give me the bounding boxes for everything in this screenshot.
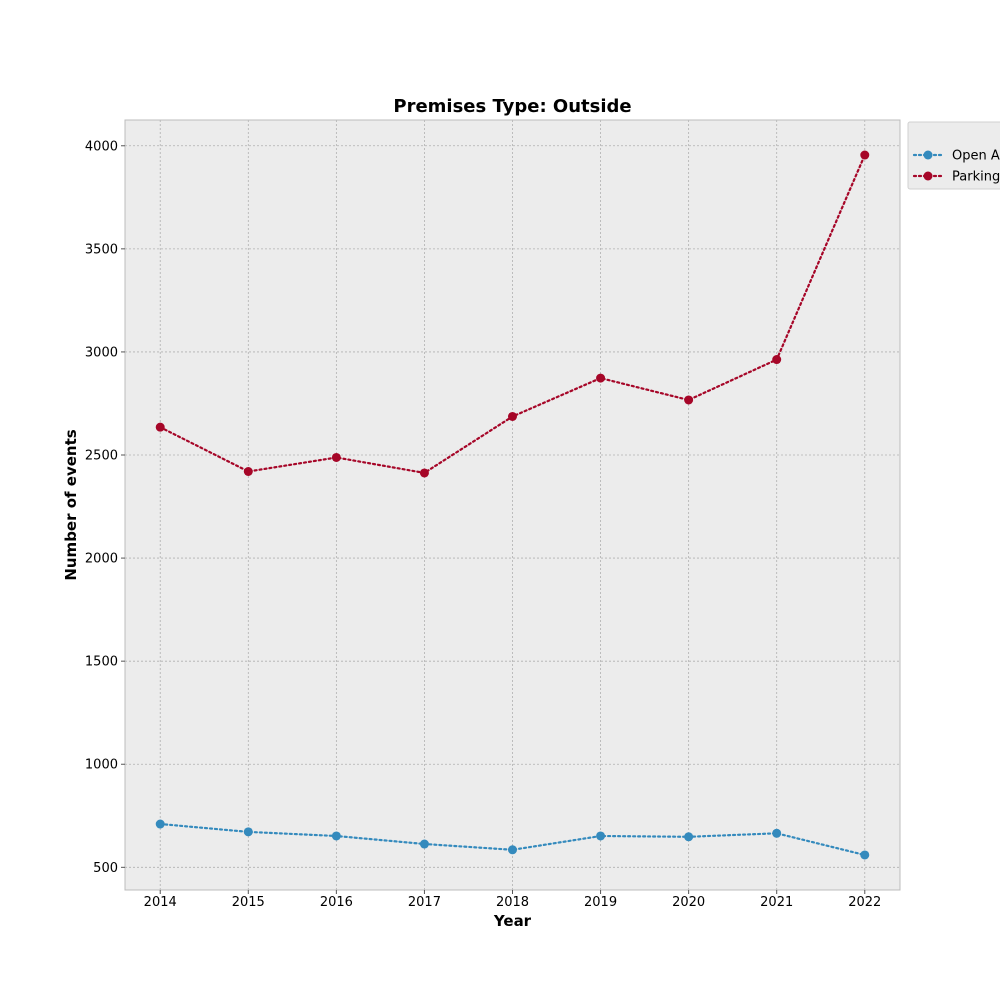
data-point <box>508 411 517 421</box>
x-tick-label: 2017 <box>408 895 441 910</box>
x-tick-label: 2015 <box>232 895 265 910</box>
legend-box <box>907 121 1000 190</box>
y-tick-label: 2000 <box>85 552 118 567</box>
y-tick-label: 3000 <box>85 345 118 360</box>
legend-label: Open A <box>952 149 1000 164</box>
x-tick-label: 2022 <box>848 895 881 910</box>
y-axis-ticks: 500 1000 1500 2000 2500 3000 3500 4000 <box>85 139 125 876</box>
data-point <box>684 395 694 405</box>
legend: Open A Parking <box>907 121 1000 190</box>
data-point <box>155 422 165 432</box>
data-point <box>596 831 606 841</box>
legend-entry: Parking <box>912 170 1000 185</box>
y-tick-label: 1500 <box>85 655 118 670</box>
series-1 <box>155 819 870 860</box>
x-tick-label: 2018 <box>496 895 529 910</box>
data-point <box>419 839 429 849</box>
legend-label: Parking <box>952 170 1000 185</box>
data-point <box>860 850 870 860</box>
data-point <box>508 845 517 855</box>
data-point <box>331 831 341 841</box>
data-point <box>772 355 782 365</box>
series-2 <box>155 150 870 478</box>
series-line <box>159 822 866 857</box>
grid <box>125 120 900 890</box>
x-tick-label: 2021 <box>760 895 793 910</box>
legend-marker <box>923 150 933 160</box>
chart-title: Premises Type: Outside <box>393 96 631 117</box>
x-axis-ticks: 2014 2015 2016 2017 2018 2019 2020 2021 2022 <box>144 890 881 910</box>
data-point <box>331 452 341 462</box>
y-tick-label: 4000 <box>85 139 118 154</box>
y-tick-label: 2500 <box>85 449 118 464</box>
x-axis-label: Year <box>493 912 532 930</box>
data-point <box>684 832 694 842</box>
y-tick-label: 1000 <box>85 758 118 773</box>
data-point <box>596 373 606 383</box>
x-tick-label: 2016 <box>320 895 353 910</box>
data-point <box>243 466 253 476</box>
x-tick-label: 2014 <box>144 895 177 910</box>
legend-entry: Open A <box>912 149 1000 164</box>
series-layer <box>155 150 870 860</box>
y-axis-label: Number of events <box>62 429 80 580</box>
y-tick-label: 500 <box>93 861 118 876</box>
data-point <box>155 819 165 829</box>
x-tick-label: 2020 <box>672 895 705 910</box>
x-tick-label: 2019 <box>584 895 617 910</box>
legend-marker <box>923 171 933 181</box>
y-tick-label: 3500 <box>85 242 118 257</box>
data-point <box>772 828 782 838</box>
data-point <box>243 827 253 837</box>
data-point <box>419 468 429 478</box>
data-point <box>860 150 870 160</box>
legend-entries: Open A Parking <box>912 149 1000 185</box>
